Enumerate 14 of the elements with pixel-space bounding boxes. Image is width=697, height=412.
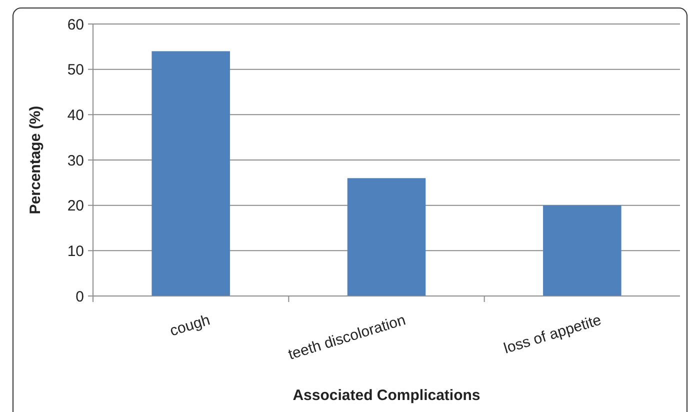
bar (152, 51, 230, 296)
x-tick-label: cough (168, 312, 212, 340)
y-tick-label: 0 (76, 288, 84, 306)
bar (543, 205, 622, 296)
bar (347, 178, 426, 296)
y-tick-label: 40 (67, 106, 84, 124)
y-tick-label: 20 (67, 198, 84, 215)
y-tick-label: 30 (67, 152, 84, 170)
x-axis-title: Associated Complications (292, 387, 480, 404)
y-axis-title: Percentage (%) (27, 106, 44, 214)
y-tick-label: 50 (67, 62, 84, 79)
x-tick-label: loss of appetite (502, 312, 604, 358)
y-tick-label: 10 (67, 242, 84, 260)
y-tick-label: 60 (67, 16, 84, 34)
